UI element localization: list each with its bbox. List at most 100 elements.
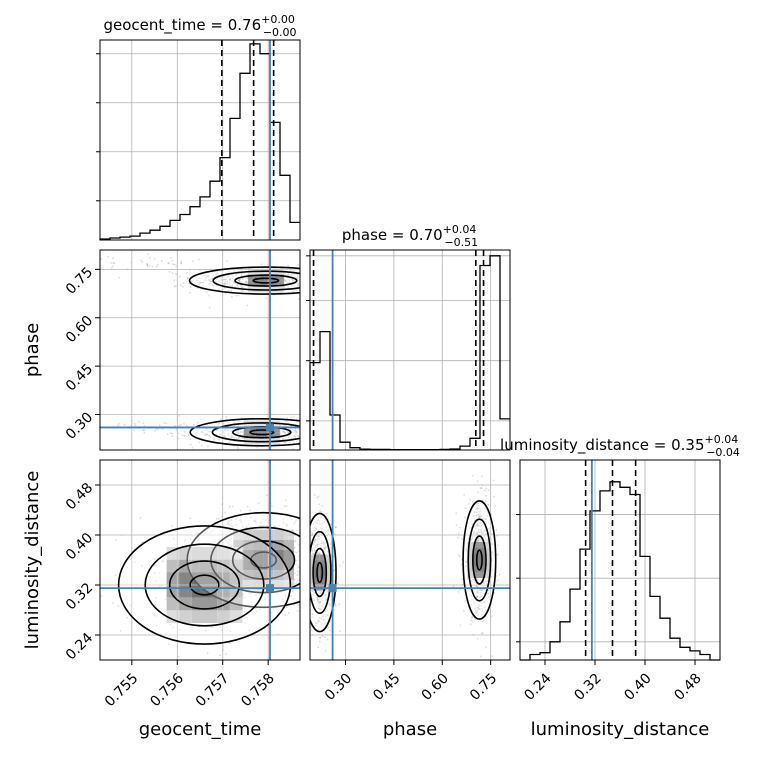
scatter-point [215, 517, 218, 520]
scatter-point [344, 267, 346, 269]
scatter-point [323, 427, 325, 429]
scatter-point [305, 435, 307, 437]
scatter-point [325, 594, 328, 596]
scatter-point [297, 550, 300, 553]
scatter-point [246, 304, 249, 307]
scatter-point [493, 592, 496, 594]
scatter-point [187, 276, 189, 279]
scatter-point [223, 283, 226, 285]
scatter-point [477, 537, 479, 540]
scatter-point [337, 430, 339, 432]
scatter-point [284, 614, 287, 617]
y-tick-label: 0.45 [63, 361, 96, 394]
scatter-point [351, 274, 353, 276]
scatter-point [322, 597, 325, 599]
scatter-point [225, 278, 227, 281]
scatter-point [464, 516, 466, 519]
scatter-point [311, 532, 314, 535]
scatter-point [238, 278, 241, 281]
scatter-point [478, 528, 480, 531]
scatter-point [304, 271, 306, 273]
scatter-point [296, 574, 298, 577]
scatter-point [482, 535, 485, 537]
scatter-point [293, 434, 296, 437]
scatter-point [165, 422, 168, 425]
scatter-point [154, 571, 157, 574]
scatter-point [461, 538, 463, 540]
scatter-point [231, 296, 233, 298]
scatter-point [327, 278, 329, 280]
scatter-point [476, 523, 479, 526]
scatter-point [183, 434, 186, 437]
scatter-point [337, 432, 339, 434]
scatter-point [246, 277, 248, 280]
scatter-point [148, 264, 151, 267]
scatter-point [186, 424, 188, 427]
scatter-point [169, 624, 172, 626]
scatter-point [482, 532, 485, 534]
scatter-point [479, 588, 482, 591]
scatter-point [483, 535, 485, 537]
scatter-point [308, 623, 310, 625]
scatter-point [243, 611, 246, 613]
scatter-point [317, 601, 320, 604]
scatter-point [311, 277, 313, 279]
scatter-point [153, 257, 156, 260]
scatter-point [245, 282, 248, 284]
scatter-point [112, 262, 115, 264]
scatter-point [179, 424, 182, 426]
scatter-point [153, 572, 156, 575]
scatter-point [485, 580, 488, 583]
scatter-point [305, 445, 307, 447]
scatter-point [205, 433, 208, 436]
scatter-point [112, 602, 114, 604]
scatter-point [330, 549, 333, 552]
scatter-point [304, 426, 306, 428]
scatter-point [258, 608, 261, 611]
scatter-point [242, 593, 245, 596]
scatter-point [311, 549, 314, 552]
scatter-point [259, 524, 262, 527]
scatter-point [174, 425, 176, 427]
scatter-point [228, 537, 230, 539]
y-tick-label: 0.48 [63, 480, 96, 513]
scatter-point [311, 552, 314, 555]
scatter-point [229, 278, 231, 281]
scatter-point [291, 285, 293, 287]
scatter-point [295, 559, 298, 562]
scatter-point [476, 637, 479, 640]
scatter-point [100, 595, 103, 597]
scatter-point [327, 278, 329, 280]
scatter-point [303, 546, 305, 548]
scatter-point [219, 626, 222, 629]
scatter-point [126, 616, 129, 619]
scatter-point [324, 532, 327, 534]
scatter-point [255, 610, 258, 613]
scatter-point [163, 422, 166, 424]
scatter-point [484, 536, 487, 539]
scatter-point [498, 573, 501, 576]
scatter-point [301, 539, 303, 541]
x-tick-label: 0.32 [571, 670, 604, 703]
scatter-point [230, 545, 233, 548]
scatter-point [364, 546, 366, 548]
marginal-title-luminosity_distance: luminosity_distance = 0.35+0.04 −0.04 [500, 433, 740, 459]
scatter-point [168, 270, 171, 273]
scatter-point [169, 432, 172, 434]
scatter-point [223, 278, 226, 281]
scatter-point [228, 434, 231, 437]
scatter-point [480, 655, 482, 658]
scatter-point [220, 433, 223, 436]
scatter-point [168, 643, 170, 645]
x-tick-label: 0.30 [322, 670, 355, 703]
scatter-point [336, 582, 339, 585]
scatter-point [294, 430, 297, 433]
scatter-point [237, 279, 240, 282]
scatter-point [245, 280, 247, 283]
scatter-point [223, 287, 226, 290]
scatter-point [296, 282, 299, 284]
scatter-point [314, 538, 317, 540]
scatter-point [280, 430, 283, 432]
scatter-point [317, 495, 320, 498]
scatter-point [206, 274, 209, 277]
